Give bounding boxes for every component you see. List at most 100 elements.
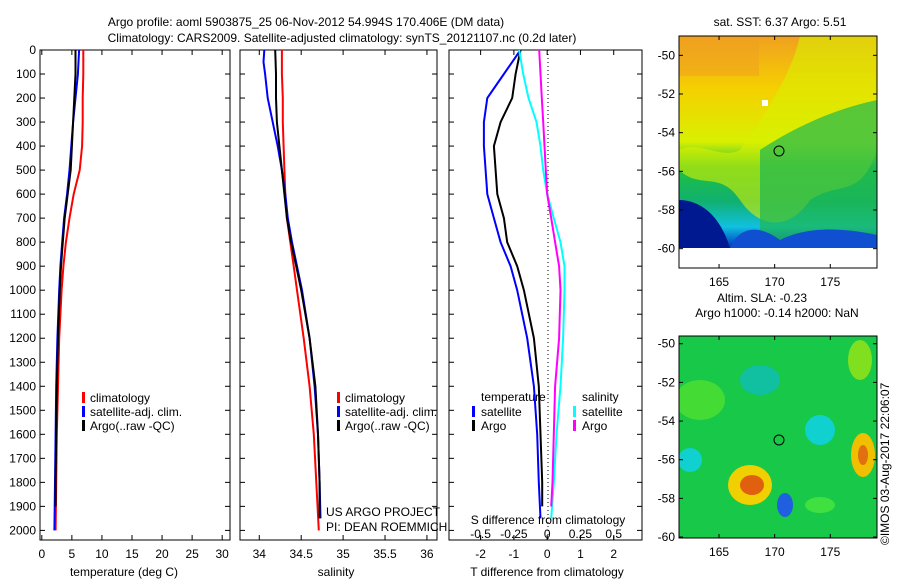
sla-map-subtitle: Argo h1000: -0.14 h2000: NaN — [695, 306, 858, 320]
legend-swatch-s-satellite — [573, 406, 576, 417]
x-tick-label: 35 — [336, 547, 350, 561]
title-line-2: Climatology: CARS2009. Satellite-adjuste… — [108, 31, 577, 45]
sst-map-title: sat. SST: 6.37 Argo: 5.51 — [714, 15, 847, 29]
legend-temperature-title: temperature — [481, 390, 546, 404]
y-tick-label: 1600 — [9, 427, 36, 441]
y-tick-label: 900 — [16, 259, 36, 273]
profile-line-satellite-adj-clim- — [262, 49, 322, 519]
x-tick-label: -2 — [475, 547, 486, 561]
map-y-tick-label: -50 — [658, 48, 676, 62]
temperature-xlabel: temperature (deg C) — [70, 565, 178, 579]
map-x-tick-label: 170 — [765, 275, 785, 289]
temperature-plot-frame — [39, 49, 231, 541]
legend-s-satellite: satellite — [582, 405, 623, 419]
profile-line-temperature-argo — [492, 49, 544, 507]
difference-xlabel: T difference from climatology — [470, 565, 624, 579]
x2-tick-label: 0 — [544, 527, 551, 541]
legend-swatch — [82, 420, 85, 431]
map-y-tick-label: -54 — [658, 414, 676, 428]
credit-pi: PI: DEAN ROEMMICH — [326, 520, 447, 534]
imos-stamp: ©IMOS 03-Aug-2017 22:06:07 — [878, 382, 892, 545]
legend-label: climatology — [345, 391, 405, 405]
legend-swatch — [337, 392, 340, 403]
sst-map-frame — [678, 35, 878, 269]
difference-panel: T difference from climatology S differen… — [448, 49, 643, 579]
map-y-tick-label: -52 — [658, 375, 676, 389]
x-tick-label: 0 — [38, 547, 45, 561]
x-tick-label: 0 — [544, 547, 551, 561]
salinity-panel: salinity US ARGO PROJECT PI: DEAN ROEMMI… — [239, 49, 447, 579]
map-x-tick-label: 165 — [709, 275, 729, 289]
x-tick-label: 25 — [185, 547, 199, 561]
y-tick-label: 1700 — [9, 451, 36, 465]
profile-line-temperature-satellite — [482, 49, 542, 519]
legend-label: satellite-adj. clim. — [345, 405, 437, 419]
map-y-tick-label: -58 — [658, 203, 676, 217]
legend-label: satellite-adj. clim. — [90, 405, 182, 419]
legend-swatch-t-argo — [472, 420, 475, 431]
legend-t-satellite: satellite — [481, 405, 522, 419]
map-y-tick-label: -54 — [658, 126, 676, 140]
map-x-tick-label: 175 — [820, 275, 840, 289]
map-y-tick-label: -58 — [658, 491, 676, 505]
legend-swatch — [82, 406, 85, 417]
legend-t-argo: Argo — [481, 419, 507, 433]
x-tick-label: 34.5 — [290, 547, 314, 561]
x-tick-label: 15 — [125, 547, 139, 561]
y-tick-label: 1100 — [10, 307, 36, 321]
sla-map-title: Altim. SLA: -0.23 — [717, 291, 807, 305]
x-tick-label: 36 — [420, 547, 434, 561]
legend-s-argo: Argo — [582, 419, 608, 433]
legend-swatch — [337, 420, 340, 431]
x2-tick-label: 0.5 — [605, 527, 622, 541]
y-tick-label: 400 — [16, 139, 36, 153]
difference-plot-frame — [448, 49, 643, 541]
map-y-tick-label: -60 — [658, 242, 676, 256]
y-tick-label: 700 — [16, 211, 36, 225]
x-tick-label: 20 — [155, 547, 169, 561]
legend-swatch — [82, 392, 85, 403]
y-tick-label: 1200 — [9, 331, 36, 345]
legend-swatch-t-satellite — [472, 406, 475, 417]
x-tick-label: 1 — [577, 547, 584, 561]
legend-swatch — [337, 406, 340, 417]
y-tick-label: 1500 — [9, 403, 36, 417]
map-y-tick-label: -56 — [658, 164, 676, 178]
map-y-tick-label: -52 — [658, 87, 676, 101]
y-tick-label: 600 — [16, 187, 36, 201]
x2-tick-label: -0.5 — [470, 527, 491, 541]
y-tick-label: 1900 — [9, 499, 36, 513]
salinity-xlabel: salinity — [318, 565, 355, 579]
y-tick-label: 1800 — [9, 475, 36, 489]
argo-location-marker-sla — [773, 434, 785, 446]
profile-line-argo-raw-qc- — [274, 49, 321, 519]
temperature-panel: temperature (deg C) 01002003004005006007… — [9, 43, 231, 579]
map-y-tick-label: -60 — [658, 530, 676, 544]
credit-project: US ARGO PROJECT — [326, 505, 441, 519]
x-tick-label: 10 — [95, 547, 109, 561]
map-x-tick-label: 165 — [709, 545, 729, 559]
y-tick-label: 1000 — [9, 283, 36, 297]
sla-map-frame — [678, 335, 878, 539]
legend-swatch-s-argo — [573, 420, 576, 431]
title-line-1: Argo profile: aoml 5903875_25 06-Nov-201… — [108, 15, 504, 29]
y-tick-label: 1400 — [9, 379, 36, 393]
x-tick-label: 30 — [216, 547, 230, 561]
map-x-tick-label: 175 — [820, 545, 840, 559]
x2-tick-label: 0.25 — [569, 527, 593, 541]
profile-line-salinity-argo — [538, 49, 562, 507]
sla-map: Altim. SLA: -0.23 Argo h1000: -0.14 h200… — [678, 291, 878, 539]
legend-salinity-title: salinity — [582, 390, 619, 404]
y-tick-label: 100 — [16, 67, 36, 81]
argo-location-marker — [773, 145, 785, 157]
x-tick-label: 5 — [69, 547, 76, 561]
profile-line-argo-raw-qc- — [54, 50, 77, 507]
legend-label: climatology — [90, 391, 150, 405]
x-tick-label: 34 — [253, 547, 267, 561]
salinity-plot-frame — [239, 49, 438, 541]
y-tick-label: 800 — [16, 235, 36, 249]
y-tick-label: 0 — [29, 43, 36, 57]
sst-map: sat. SST: 6.37 Argo: 5.51 — [678, 15, 878, 269]
